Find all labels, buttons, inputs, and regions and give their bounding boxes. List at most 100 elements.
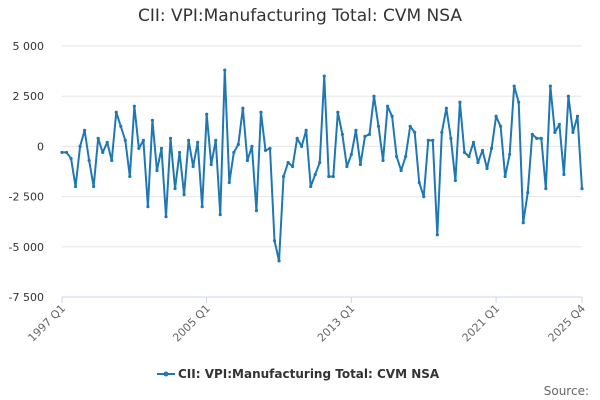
data-point[interactable] — [245, 158, 249, 163]
data-point[interactable] — [73, 184, 78, 189]
data-point[interactable] — [395, 154, 399, 159]
data-point[interactable] — [281, 174, 286, 179]
data-point[interactable] — [141, 138, 145, 142]
data-point[interactable] — [295, 136, 299, 140]
data-point[interactable] — [272, 239, 277, 243]
data-point[interactable] — [96, 136, 100, 140]
data-point[interactable] — [508, 152, 512, 157]
data-point[interactable] — [390, 114, 394, 118]
data-point[interactable] — [553, 130, 557, 134]
data-point[interactable] — [241, 106, 245, 110]
data-point[interactable] — [422, 195, 426, 199]
data-point[interactable] — [137, 146, 141, 151]
data-point[interactable] — [182, 192, 186, 197]
data-point[interactable] — [431, 138, 435, 142]
data-point[interactable] — [304, 128, 308, 132]
data-point[interactable] — [83, 128, 87, 132]
data-point[interactable] — [363, 134, 367, 138]
data-point[interactable] — [539, 136, 543, 140]
data-point[interactable] — [512, 84, 516, 88]
data-point[interactable] — [440, 130, 444, 134]
data-point[interactable] — [372, 94, 376, 98]
data-point[interactable] — [200, 205, 204, 209]
data-point[interactable] — [205, 112, 209, 116]
data-point[interactable] — [471, 140, 476, 144]
data-point[interactable] — [263, 148, 268, 153]
data-point[interactable] — [236, 142, 240, 146]
data-point[interactable] — [499, 124, 503, 128]
data-point[interactable] — [489, 146, 494, 151]
data-point[interactable] — [300, 144, 304, 148]
data-point[interactable] — [385, 104, 390, 108]
data-point[interactable] — [345, 164, 349, 169]
data-point[interactable] — [313, 172, 317, 177]
data-point[interactable] — [223, 68, 227, 72]
data-point[interactable] — [557, 122, 561, 126]
data-point[interactable] — [336, 110, 340, 114]
data-point[interactable] — [101, 150, 105, 155]
data-point[interactable] — [177, 150, 182, 155]
data-point[interactable] — [110, 158, 114, 163]
data-point[interactable] — [354, 128, 358, 132]
data-point[interactable] — [286, 160, 290, 165]
data-point[interactable] — [187, 138, 191, 142]
data-point[interactable] — [435, 233, 439, 237]
data-point[interactable] — [209, 162, 213, 167]
legend[interactable]: CII: VPI:Manufacturing Total: CVM NSA — [157, 367, 440, 381]
data-point[interactable] — [164, 215, 168, 219]
data-point[interactable] — [408, 124, 412, 128]
data-point[interactable] — [119, 124, 123, 128]
data-point[interactable] — [277, 259, 281, 263]
data-point[interactable] — [571, 130, 575, 134]
data-point[interactable] — [494, 114, 498, 118]
data-point[interactable] — [340, 132, 344, 136]
data-point[interactable] — [458, 100, 462, 104]
data-point[interactable] — [268, 146, 272, 151]
data-point[interactable] — [168, 136, 173, 140]
data-point[interactable] — [535, 136, 539, 140]
data-point[interactable] — [526, 190, 530, 195]
data-point[interactable] — [60, 150, 64, 155]
data-point[interactable] — [404, 154, 408, 159]
data-point[interactable] — [196, 140, 200, 144]
data-point[interactable] — [399, 168, 403, 173]
data-point[interactable] — [426, 138, 430, 142]
data-point[interactable] — [381, 158, 385, 163]
data-point[interactable] — [417, 180, 421, 185]
data-point[interactable] — [232, 150, 236, 155]
data-point[interactable] — [367, 132, 372, 136]
data-point[interactable] — [254, 209, 259, 213]
data-point[interactable] — [349, 152, 353, 157]
data-point[interactable] — [291, 164, 295, 169]
data-point[interactable] — [548, 84, 552, 88]
data-point[interactable] — [413, 130, 417, 134]
data-point[interactable] — [78, 144, 82, 148]
data-point[interactable] — [485, 166, 489, 171]
data-point[interactable] — [453, 178, 457, 183]
data-point[interactable] — [580, 186, 584, 191]
data-point[interactable] — [159, 146, 164, 151]
data-point[interactable] — [476, 160, 480, 165]
data-point[interactable] — [250, 144, 254, 148]
data-point[interactable] — [322, 74, 326, 78]
data-point[interactable] — [259, 110, 263, 114]
data-point[interactable] — [132, 104, 136, 108]
data-point[interactable] — [462, 150, 467, 155]
data-point[interactable] — [521, 221, 525, 225]
data-point[interactable] — [173, 186, 177, 191]
data-point[interactable] — [544, 186, 548, 191]
data-point[interactable] — [69, 156, 73, 161]
data-point[interactable] — [331, 174, 335, 179]
data-point[interactable] — [227, 180, 231, 185]
data-point[interactable] — [517, 100, 521, 104]
data-point[interactable] — [480, 148, 485, 153]
data-point[interactable] — [214, 138, 218, 142]
data-point[interactable] — [114, 110, 118, 114]
data-point[interactable] — [87, 158, 91, 163]
data-point[interactable] — [467, 154, 471, 159]
data-point[interactable] — [358, 162, 363, 167]
data-point[interactable] — [64, 150, 69, 155]
data-point[interactable] — [575, 114, 580, 118]
data-point[interactable] — [444, 106, 448, 110]
data-point[interactable] — [150, 118, 155, 122]
